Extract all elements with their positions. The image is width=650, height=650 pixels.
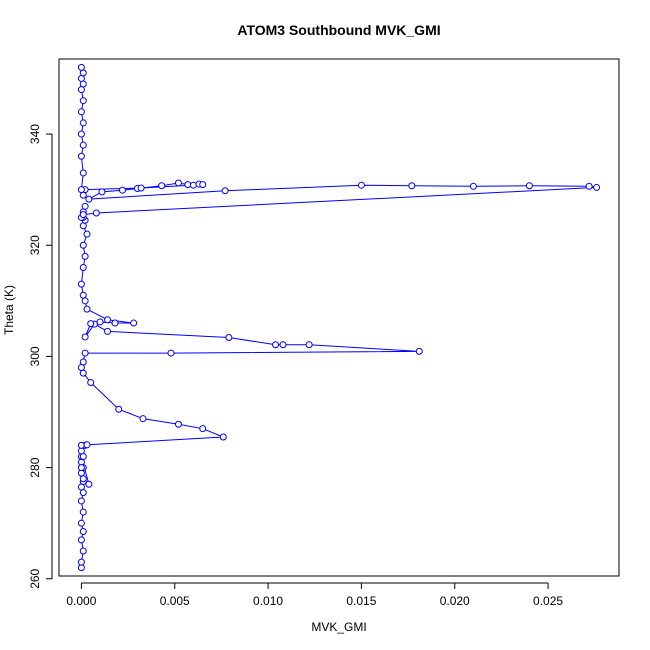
data-point xyxy=(77,536,85,544)
data-point xyxy=(77,497,85,505)
data-point xyxy=(199,425,207,433)
data-point xyxy=(174,179,182,187)
chart-title: ATOM3 Southbound MVK_GMI xyxy=(237,22,440,38)
data-point xyxy=(77,280,85,288)
data-point xyxy=(469,182,477,190)
data-point xyxy=(79,508,87,516)
data-point xyxy=(83,441,91,449)
data-point xyxy=(79,119,87,127)
data-point xyxy=(111,319,119,327)
data-point xyxy=(77,519,85,527)
data-point xyxy=(79,241,87,249)
data-point xyxy=(87,320,95,328)
data-point xyxy=(357,181,365,189)
data-point xyxy=(174,420,182,428)
data-point xyxy=(79,475,87,483)
y-tick-label: 320 xyxy=(28,235,42,255)
data-point xyxy=(83,230,91,238)
data-point xyxy=(92,209,100,217)
data-point xyxy=(77,63,85,71)
data-point xyxy=(525,182,533,190)
series-line xyxy=(80,67,597,568)
data-point xyxy=(189,181,197,189)
x-tick-label: 0.015 xyxy=(346,594,376,608)
data-point xyxy=(415,347,423,355)
data-point xyxy=(79,263,87,271)
data-point xyxy=(305,341,313,349)
data-point xyxy=(87,379,95,387)
x-tick-label: 0.000 xyxy=(66,594,96,608)
data-point xyxy=(79,528,87,536)
data-point xyxy=(79,141,87,149)
data-point xyxy=(77,108,85,116)
y-axis-label: Theta (K) xyxy=(2,285,16,335)
data-point xyxy=(279,341,287,349)
x-tick-label: 0.005 xyxy=(160,594,190,608)
data-point xyxy=(225,334,233,342)
data-point xyxy=(79,358,87,366)
data-point xyxy=(167,349,175,357)
data-point xyxy=(104,316,112,324)
data-point xyxy=(85,480,93,488)
data-point xyxy=(199,181,207,189)
data-point xyxy=(77,464,85,472)
data-point xyxy=(79,211,87,219)
data-point xyxy=(98,188,106,196)
data-point xyxy=(158,182,166,190)
data-point xyxy=(81,252,89,260)
data-point xyxy=(593,183,601,191)
data-point xyxy=(115,405,123,413)
data-point xyxy=(83,305,91,313)
data-point xyxy=(219,433,227,441)
data-point xyxy=(118,186,126,194)
plot-frame xyxy=(58,58,620,577)
y-tick-label: 300 xyxy=(28,346,42,366)
data-point xyxy=(408,182,416,190)
data-point xyxy=(585,182,593,190)
data-point xyxy=(184,181,192,189)
data-point xyxy=(85,195,93,203)
data-point xyxy=(81,333,89,341)
data-point xyxy=(77,152,85,160)
data-point xyxy=(81,349,89,357)
data-point xyxy=(79,97,87,105)
series-layer xyxy=(77,63,601,572)
data-point xyxy=(96,318,104,326)
data-point xyxy=(79,547,87,555)
y-tick-label: 340 xyxy=(28,124,42,144)
data-point xyxy=(137,184,145,192)
y-axis: 260 280 300 320 340 xyxy=(28,124,53,589)
data-point xyxy=(221,187,229,195)
data-point xyxy=(130,319,138,327)
data-point xyxy=(79,169,87,177)
y-tick-label: 280 xyxy=(28,457,42,477)
x-tick-label: 0.025 xyxy=(533,594,563,608)
x-axis-label: MVK_GMI xyxy=(311,620,366,634)
data-point xyxy=(77,186,85,194)
data-point xyxy=(272,341,280,349)
data-point xyxy=(104,327,112,335)
data-point xyxy=(77,441,85,449)
y-tick-label: 260 xyxy=(28,568,42,588)
data-point xyxy=(77,130,85,138)
data-point xyxy=(139,415,147,423)
x-tick-label: 0.010 xyxy=(253,594,283,608)
data-point xyxy=(79,291,87,299)
x-axis: 0.000 0.005 0.010 0.015 0.020 0.025 xyxy=(66,582,563,608)
data-point xyxy=(77,558,85,566)
x-tick-label: 0.020 xyxy=(440,594,470,608)
